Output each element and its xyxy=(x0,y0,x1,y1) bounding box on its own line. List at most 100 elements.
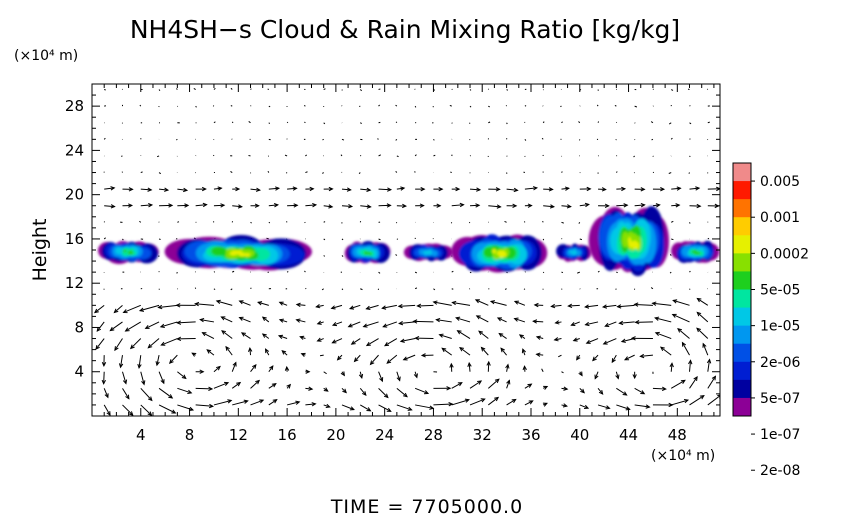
wind-vector xyxy=(689,288,691,290)
wind-vector-head xyxy=(293,203,299,208)
wind-vector xyxy=(140,404,152,416)
wind-vector-head xyxy=(696,327,701,333)
wind-vector-head xyxy=(398,320,404,326)
cloud-contour xyxy=(628,236,632,245)
wind-vector-head xyxy=(474,299,480,304)
wind-vector xyxy=(267,88,270,90)
wind-vector-head xyxy=(432,300,438,305)
wind-vector xyxy=(554,338,562,341)
wind-vector xyxy=(304,270,306,273)
wind-vector xyxy=(652,88,654,90)
wind-vector xyxy=(268,365,274,373)
wind-vector xyxy=(221,330,233,339)
cloud-blob xyxy=(97,241,159,265)
wind-vector-head xyxy=(331,339,337,344)
wind-vector xyxy=(250,221,252,224)
cloud-contour xyxy=(431,250,438,257)
wind-vector-head xyxy=(381,305,387,310)
wind-vector xyxy=(267,170,270,173)
wind-vector xyxy=(268,383,277,389)
colorbar-label: 1e-07 xyxy=(760,427,800,443)
wind-vector xyxy=(689,270,691,273)
wind-vector-head xyxy=(438,333,444,338)
wind-vector xyxy=(504,288,507,290)
wind-vector-head xyxy=(160,379,165,385)
y-tick-label: 16 xyxy=(65,230,84,248)
wind-vector xyxy=(433,301,452,306)
wind-vector xyxy=(488,121,491,124)
wind-vector-head xyxy=(113,308,119,314)
wind-vector-head xyxy=(347,323,353,328)
wind-vector-head xyxy=(323,387,329,392)
wind-vector-head xyxy=(299,335,305,340)
wind-vector-head xyxy=(654,316,660,321)
wind-vector xyxy=(414,154,417,157)
wind-vector xyxy=(212,221,215,223)
wind-vector xyxy=(506,271,508,274)
wind-vector xyxy=(123,304,141,313)
wind-vector xyxy=(213,187,222,190)
x-tick-label: 32 xyxy=(473,426,492,444)
wind-vector-head xyxy=(527,383,533,388)
wind-vector xyxy=(378,188,391,191)
wind-vector-head xyxy=(676,186,682,191)
wind-vector-head xyxy=(535,352,541,357)
wind-vector xyxy=(451,399,470,406)
wind-vector-head xyxy=(681,341,687,347)
wind-vector-head xyxy=(511,398,517,404)
wind-vector-head xyxy=(623,203,629,208)
wind-vector xyxy=(614,104,617,107)
cloud-contour xyxy=(501,250,506,255)
wind-vector xyxy=(541,368,544,372)
wind-vector xyxy=(250,399,264,406)
wind-vector-head xyxy=(655,203,661,208)
wind-vector xyxy=(349,304,361,310)
cloud-contour xyxy=(697,251,701,255)
wind-vector xyxy=(399,321,416,324)
wind-vector xyxy=(579,203,589,207)
cloud-blob xyxy=(451,234,548,273)
wind-vector-head xyxy=(128,187,134,192)
wind-vector-head xyxy=(255,379,261,385)
wind-vector xyxy=(200,319,215,323)
x-tick-label: 20 xyxy=(326,426,345,444)
wind-vector xyxy=(451,204,464,207)
wind-vector xyxy=(316,304,324,308)
wind-vector xyxy=(514,318,526,323)
cloud-contour xyxy=(492,248,497,254)
cloud-contour xyxy=(428,249,432,254)
wind-vector xyxy=(469,398,485,406)
wind-vector xyxy=(475,299,489,306)
cloud-contour xyxy=(129,250,133,254)
wind-vector xyxy=(634,404,650,408)
colorbar-label: 5e-05 xyxy=(760,283,800,299)
wind-vector-head xyxy=(660,187,666,192)
wind-vector-head xyxy=(328,204,334,209)
wind-vector-head xyxy=(711,375,717,381)
wind-vector xyxy=(671,204,680,207)
wind-vector xyxy=(322,172,324,174)
wind-vector xyxy=(177,321,196,324)
wind-vector-head xyxy=(554,320,560,325)
wind-vector xyxy=(248,121,251,124)
wind-vector-head xyxy=(295,302,301,308)
wind-vector-head xyxy=(220,316,226,321)
wind-vector-head xyxy=(309,186,315,192)
wind-vector xyxy=(360,122,362,124)
wind-vector-head xyxy=(191,352,197,357)
wind-vector-head xyxy=(261,333,267,338)
wind-vector xyxy=(542,238,545,241)
wind-vector-head xyxy=(601,304,608,309)
wind-vector xyxy=(304,121,306,124)
colorbar-swatch xyxy=(733,289,751,309)
wind-vector xyxy=(417,304,434,307)
wind-vector xyxy=(284,154,288,157)
wind-vector xyxy=(225,346,233,356)
wind-vector-head xyxy=(331,321,338,327)
wind-vector-head xyxy=(295,400,301,405)
chart-title: NH4SH−s Cloud & Rain Mixing Ratio [kg/kg… xyxy=(130,15,680,44)
wind-vector-head xyxy=(312,202,318,208)
wind-vector xyxy=(594,371,599,379)
wind-vector xyxy=(268,204,278,207)
y-axis-unit: (×10⁴ m) xyxy=(14,48,78,64)
